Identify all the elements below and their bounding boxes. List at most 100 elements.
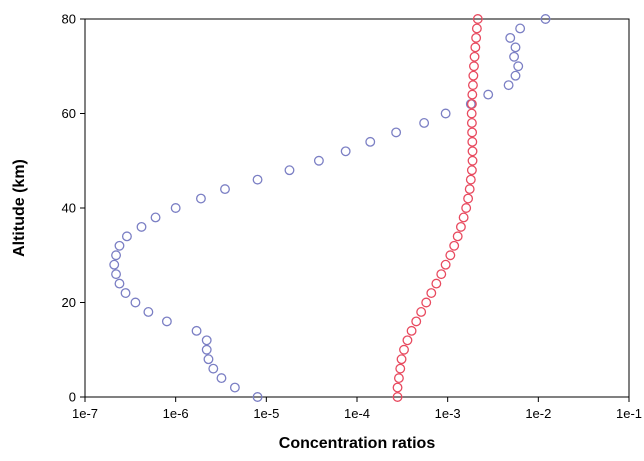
- data-point: [510, 70, 521, 81]
- data-point: [467, 155, 478, 166]
- data-point: [463, 193, 474, 204]
- data-point: [399, 344, 409, 355]
- data-point: [109, 259, 120, 270]
- data-point: [220, 184, 230, 195]
- data-point: [201, 335, 212, 346]
- data-point: [466, 108, 477, 119]
- x-tick-label: 1e-6: [163, 406, 189, 421]
- data-point: [436, 269, 447, 280]
- x-axis: 1e-7 1e-6 1e-5 1e-4 1e-3 1e-2 1e-1: [72, 397, 642, 421]
- data-point: [426, 288, 437, 299]
- data-point: [365, 136, 376, 147]
- data-point: [406, 325, 417, 336]
- data-point: [111, 269, 121, 280]
- data-point: [445, 250, 456, 261]
- data-point: [391, 127, 402, 138]
- data-point: [252, 392, 263, 402]
- data-point: [467, 80, 478, 91]
- data-point: [201, 344, 212, 355]
- data-point: [464, 184, 475, 195]
- x-tick-label: 1e-7: [72, 406, 98, 421]
- y-tick-label: 60: [62, 106, 76, 121]
- data-point: [130, 297, 141, 308]
- x-tick-label: 1e-1: [616, 406, 642, 421]
- data-point: [121, 231, 132, 242]
- data-point: [540, 14, 551, 24]
- data-point: [503, 80, 514, 91]
- data-point: [114, 278, 125, 289]
- data-point: [402, 335, 413, 346]
- data-point: [392, 392, 403, 402]
- data-point: [469, 61, 479, 72]
- data-point: [195, 193, 206, 204]
- data-point: [466, 117, 477, 128]
- x-tick-label: 1e-3: [435, 406, 461, 421]
- y-tick-label: 80: [62, 12, 76, 27]
- data-point: [452, 231, 463, 242]
- data-point: [467, 127, 478, 138]
- data-point: [431, 278, 442, 289]
- data-point: [284, 165, 295, 176]
- data-point: [216, 373, 227, 384]
- data-point: [467, 89, 478, 100]
- data-point: [513, 61, 524, 72]
- data-point: [469, 51, 480, 62]
- data-point: [466, 165, 477, 176]
- x-tick-label: 1e-5: [253, 406, 279, 421]
- y-tick-label: 40: [62, 201, 76, 216]
- data-point: [120, 288, 131, 299]
- data-point: [471, 32, 482, 43]
- data-point: [393, 373, 404, 384]
- data-point: [111, 250, 121, 261]
- x-axis-title: Concentration ratios: [279, 435, 436, 452]
- data-point: [419, 117, 430, 128]
- data-point: [392, 382, 403, 393]
- data-point: [471, 23, 482, 34]
- data-point: [468, 70, 479, 81]
- data-point: [208, 363, 219, 374]
- data-point: [252, 174, 263, 185]
- data-point: [114, 240, 125, 251]
- y-tick-label: 0: [69, 390, 76, 405]
- data-point: [440, 259, 451, 270]
- data-point: [421, 297, 432, 308]
- y-axis: 0 20 40 60 80: [62, 12, 85, 405]
- data-point: [411, 316, 422, 327]
- data-point: [313, 155, 324, 166]
- data-point: [483, 89, 494, 100]
- x-tick-label: 1e-2: [525, 406, 551, 421]
- data-point: [440, 108, 451, 119]
- x-tick-label: 1e-4: [344, 406, 370, 421]
- data-point: [170, 203, 181, 213]
- data-point: [465, 174, 476, 185]
- data-point: [470, 42, 481, 53]
- y-tick-label: 20: [62, 295, 76, 310]
- data-point: [509, 51, 520, 62]
- data-point: [466, 99, 477, 110]
- y-axis-title: Altitude (km): [11, 159, 28, 257]
- data-point: [150, 212, 161, 223]
- data-point: [472, 14, 483, 24]
- data-point: [461, 203, 472, 213]
- data-point: [515, 23, 526, 34]
- data-point: [191, 325, 202, 336]
- data-point: [161, 316, 172, 327]
- series-2: [392, 14, 483, 402]
- data-point: [505, 32, 516, 43]
- data-point: [467, 136, 478, 147]
- series-1: [109, 14, 551, 402]
- data-point: [449, 240, 460, 251]
- series-layer: [109, 14, 551, 402]
- data-point: [458, 212, 469, 223]
- data-point: [510, 42, 521, 53]
- data-point: [455, 221, 466, 232]
- data-point: [143, 307, 154, 317]
- data-point: [416, 307, 427, 317]
- data-point: [136, 221, 147, 232]
- data-point: [340, 146, 351, 157]
- data-point: [467, 146, 478, 157]
- data-point: [203, 354, 214, 365]
- data-point: [229, 382, 240, 393]
- data-point: [396, 354, 407, 365]
